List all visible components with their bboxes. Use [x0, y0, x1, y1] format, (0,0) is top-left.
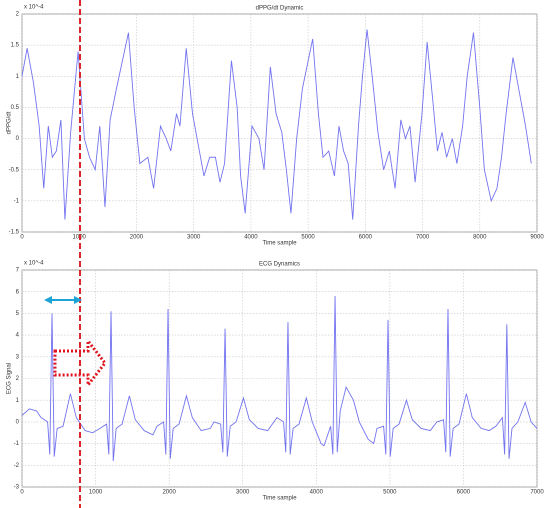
x-tick-label: 5000 [301, 235, 315, 241]
plots: -1.5 -1 -0.5 0 0.5 1 1.5 2 0 1000 2000 3000 4000 5000… [7, 5, 545, 502]
shift-arrow [53, 336, 107, 390]
chart-title: ECG Dynamics [259, 262, 300, 268]
x-axis-label: Time sample [262, 241, 297, 247]
x-tick-label: 1000 [89, 490, 103, 496]
x-tick-label: 2000 [162, 490, 176, 496]
line-series [21, 29, 532, 220]
y-tick-label: -2 [14, 463, 20, 469]
line-series [21, 296, 538, 462]
y-tick-label: -1.5 [9, 230, 20, 236]
y-tick-label: 3 [16, 354, 20, 360]
chart-title: dPPG/dt Dynamic [256, 6, 304, 12]
arrow-head [44, 296, 52, 304]
x-tick-label: 4000 [310, 490, 324, 496]
x-tick-label: 0 [20, 490, 24, 496]
plot-area [21, 13, 538, 233]
y-tick-label: 0.5 [11, 105, 20, 111]
y-tick-label: -0.5 [9, 167, 20, 173]
y-tick-label: 5 [16, 311, 20, 317]
y-tick-label: 1 [16, 74, 20, 80]
y-tick-label: -3 [14, 485, 20, 491]
plot-area [21, 269, 538, 488]
y-tick-label: 6 [16, 289, 20, 295]
x-tick-label: 3000 [236, 490, 250, 496]
y-axis-label: ECG Signal [7, 363, 13, 394]
y-multiplier: x 10^-4 [24, 5, 44, 11]
x-tick-label: 9000 [530, 235, 544, 241]
x-tick-label: 6000 [457, 490, 471, 496]
y-tick-label: -1 [14, 441, 20, 447]
x-tick-label: 4000 [244, 235, 258, 241]
y-tick-label: 1 [16, 398, 20, 404]
y-tick-label: 1.5 [11, 43, 20, 49]
x-tick-label: 2000 [130, 235, 144, 241]
y-tick-label: 7 [16, 268, 20, 274]
x-axis-label: Time sample [262, 496, 297, 502]
interval-arrow [44, 296, 82, 304]
y-tick-label: 2 [16, 12, 20, 18]
y-axis-label: dPPG/dt [7, 111, 13, 134]
x-tick-label: 3000 [187, 235, 201, 241]
y-tick-label: 4 [16, 333, 20, 339]
arrow-head [74, 296, 82, 304]
x-tick-label: 5000 [383, 490, 397, 496]
y-tick-label: 2 [16, 376, 20, 382]
y-tick-label: 0 [16, 419, 20, 425]
x-tick-label: 7000 [416, 235, 430, 241]
x-tick-label: 7000 [530, 490, 544, 496]
x-tick-label: 0 [20, 235, 24, 241]
y-tick-label: 0 [16, 136, 20, 142]
x-tick-label: 8000 [473, 235, 487, 241]
y-tick-label: -1 [14, 198, 20, 204]
x-tick-label: 6000 [359, 235, 373, 241]
y-multiplier: x 10^-4 [24, 261, 44, 267]
